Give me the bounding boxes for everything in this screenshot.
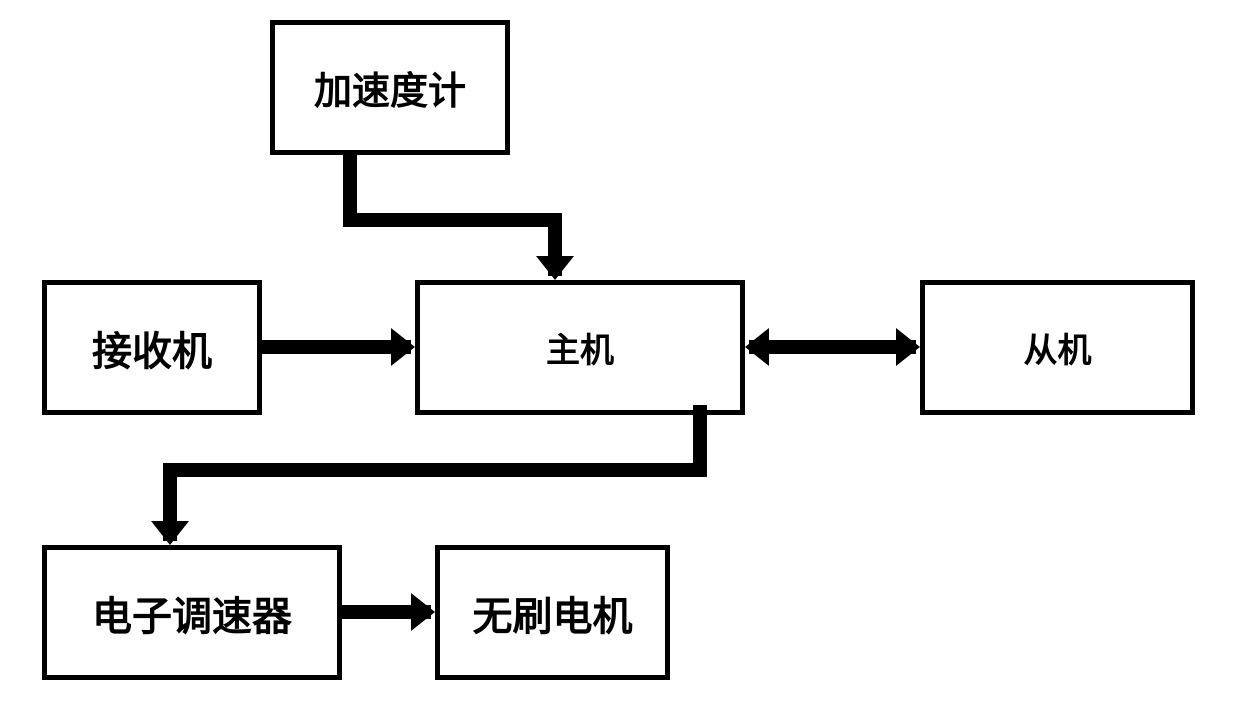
node-label: 接收机 — [92, 319, 212, 377]
node-master: 主机 — [415, 280, 745, 415]
node-accelerometer: 加速度计 — [270, 20, 510, 155]
node-label: 从机 — [1024, 323, 1092, 372]
node-receiver: 接收机 — [42, 280, 262, 415]
node-label: 主机 — [546, 323, 614, 372]
node-label: 电子调速器 — [92, 584, 292, 642]
node-slave: 从机 — [920, 280, 1195, 415]
node-motor: 无刷电机 — [435, 545, 670, 680]
edge-master-esc — [170, 405, 700, 541]
edge-accel-master — [350, 155, 555, 276]
node-label: 无刷电机 — [473, 584, 633, 642]
node-label: 加速度计 — [314, 60, 466, 115]
node-esc: 电子调速器 — [42, 545, 342, 680]
